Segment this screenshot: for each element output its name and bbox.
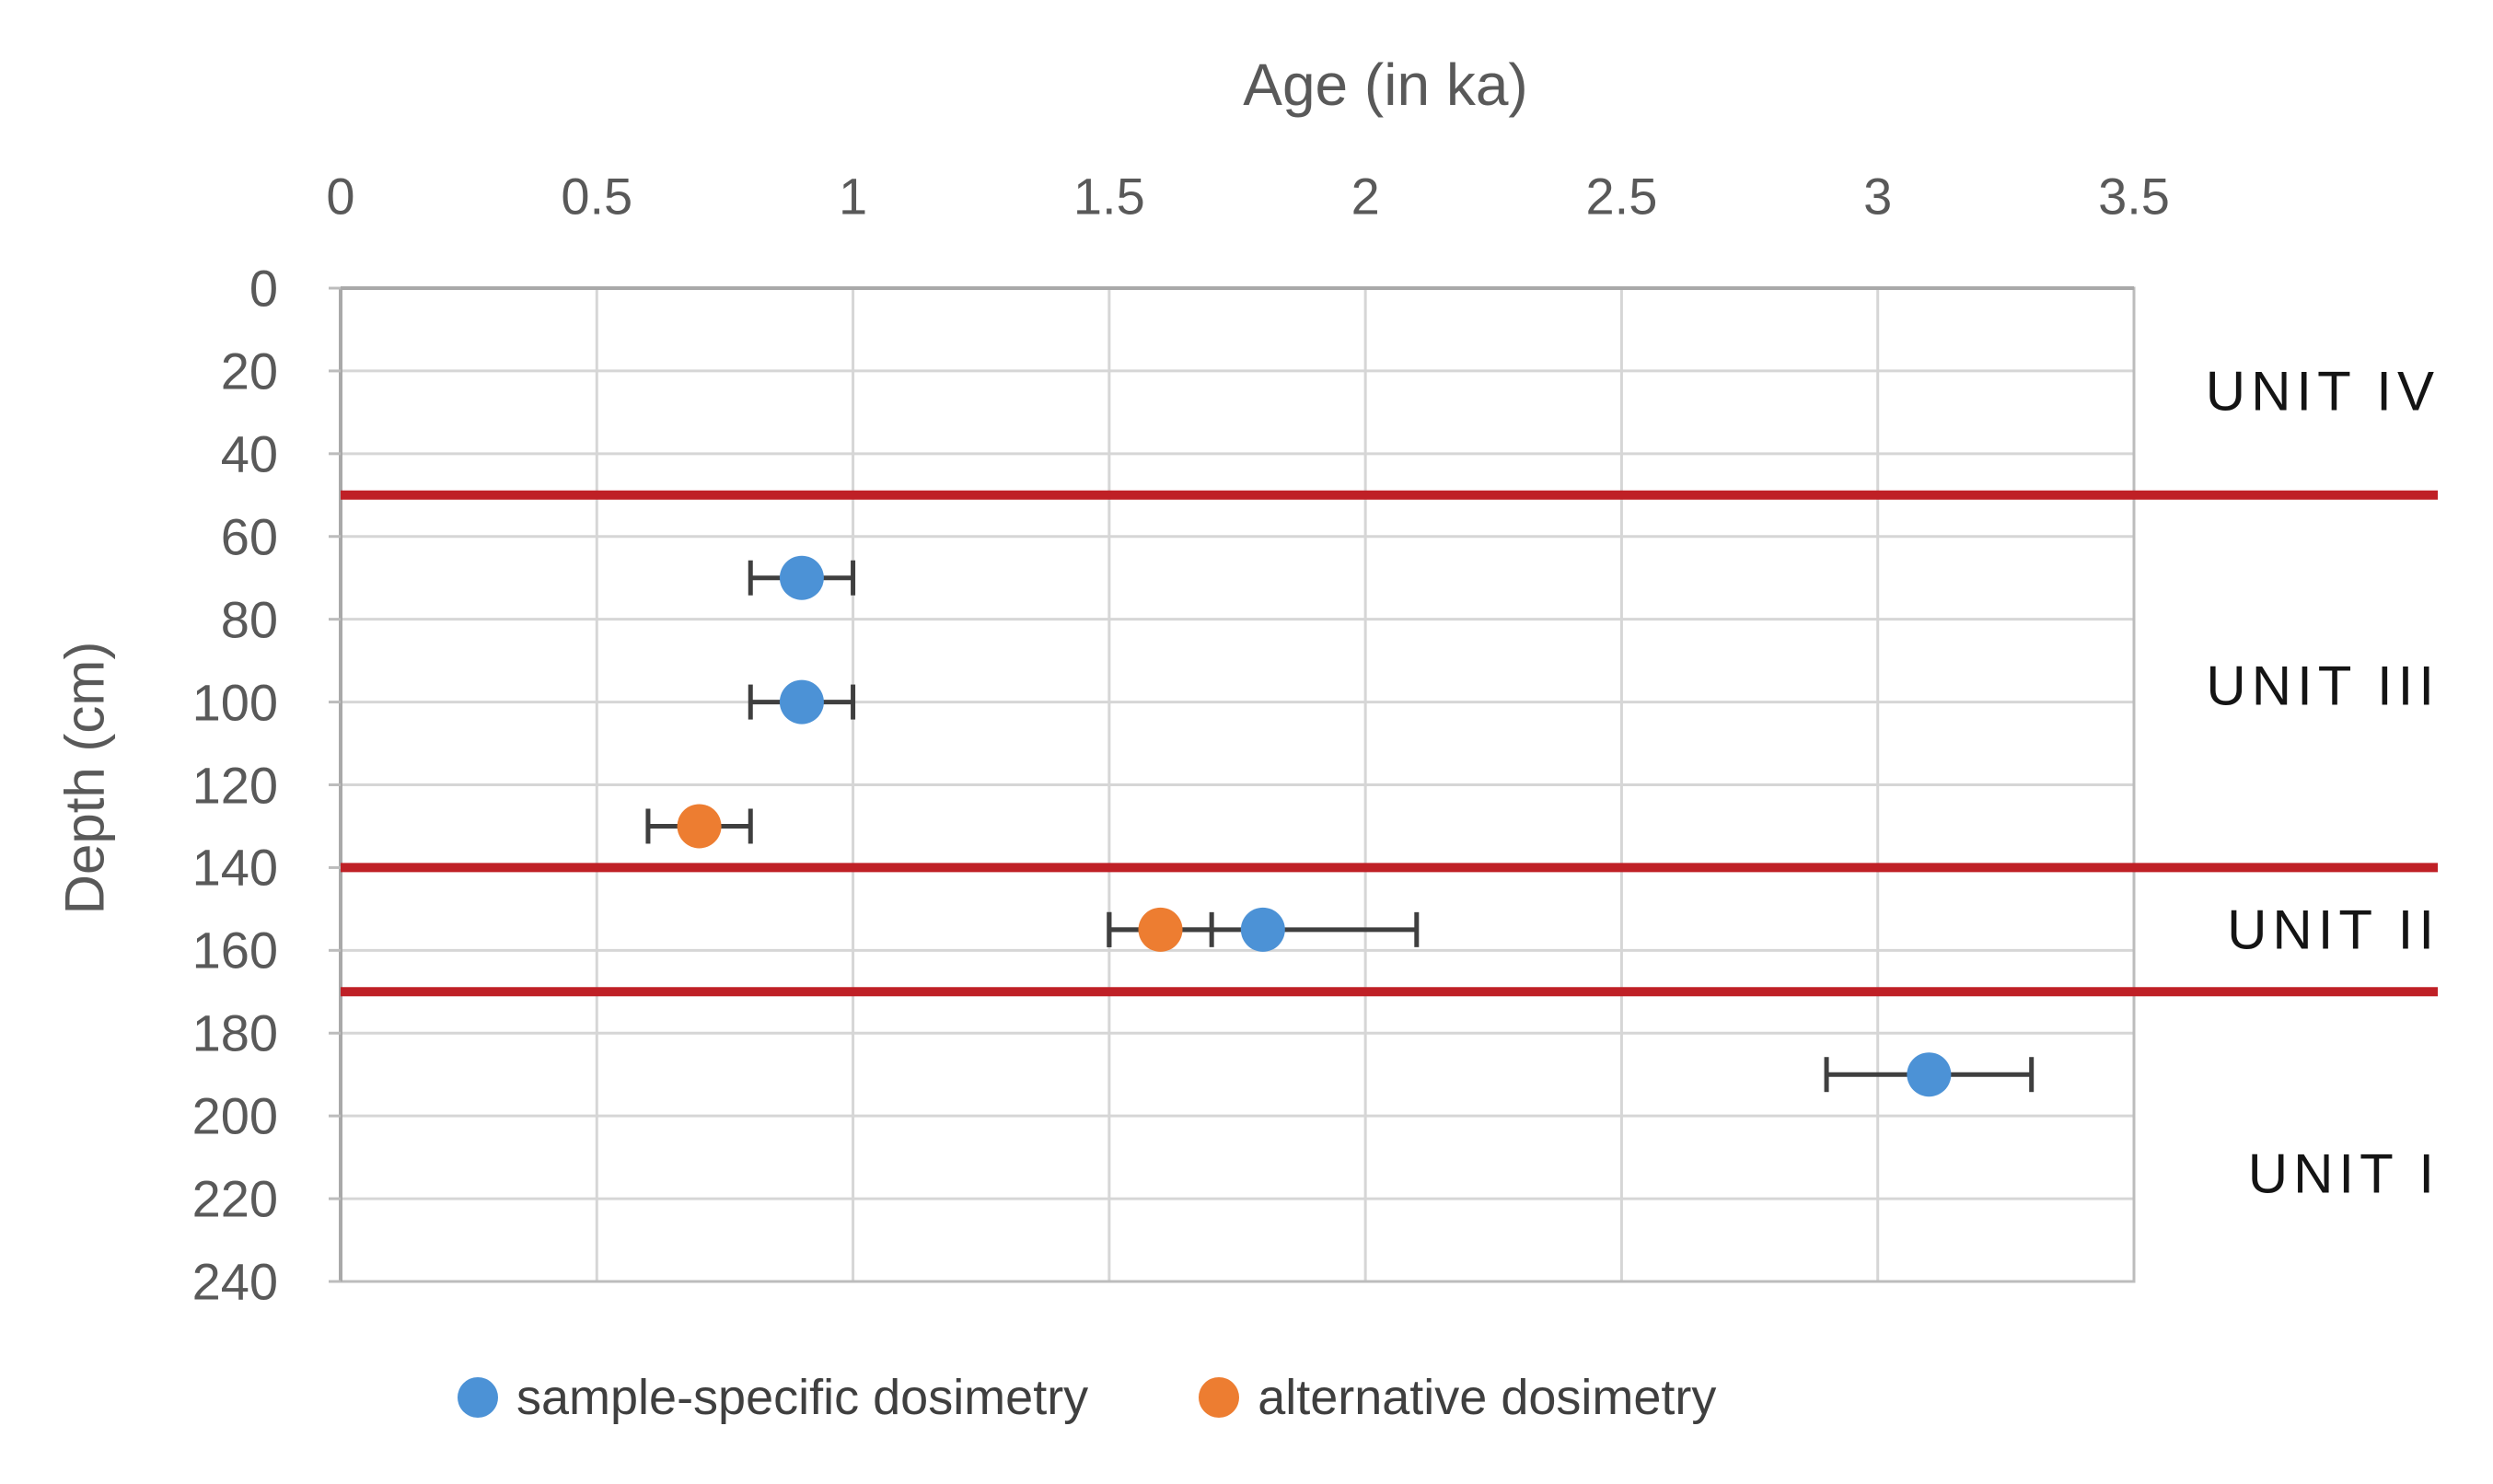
legend-marker-blue-icon <box>458 1377 498 1418</box>
x-tick-label: 0.5 <box>561 167 633 226</box>
legend-item-alternative: alternative dosimetry <box>1199 1369 1716 1426</box>
data-point-marker <box>677 804 722 849</box>
y-tick-label: 140 <box>191 838 278 897</box>
unit-label: UNIT II <box>2227 899 2440 961</box>
y-tick-label: 180 <box>191 1003 278 1062</box>
y-tick-label: 120 <box>191 756 278 814</box>
data-point-marker <box>1240 907 1285 952</box>
x-axis-title: Age (in ka) <box>1243 52 1528 118</box>
y-tick-label: 240 <box>191 1252 278 1311</box>
x-tick-label: 0 <box>326 167 355 226</box>
y-tick-label: 40 <box>220 424 278 483</box>
y-tick-label: 160 <box>191 921 278 980</box>
legend-marker-orange-icon <box>1199 1377 1240 1418</box>
y-tick-label: 0 <box>249 259 278 318</box>
data-point-marker <box>1138 907 1183 952</box>
data-point-marker <box>1907 1052 1952 1097</box>
chart-legend: sample-specific dosimetry alternative do… <box>458 1369 1716 1426</box>
unit-label: UNIT IV <box>2205 360 2440 423</box>
legend-item-sample-specific: sample-specific dosimetry <box>458 1369 1088 1426</box>
x-tick-label: 1 <box>838 167 868 226</box>
x-tick-label: 3.5 <box>2098 167 2170 226</box>
data-point-marker <box>779 679 824 725</box>
x-tick-label: 2.5 <box>1585 167 1658 226</box>
y-tick-label: 20 <box>220 342 278 400</box>
y-tick-label: 80 <box>220 590 278 649</box>
x-tick-label: 3 <box>1863 167 1893 226</box>
y-axis-title: Depth (cm) <box>53 641 116 915</box>
legend-label-sample-specific: sample-specific dosimetry <box>516 1370 1089 1425</box>
y-tick-label: 100 <box>191 673 278 732</box>
data-point-marker <box>779 555 824 600</box>
unit-label: UNIT I <box>2247 1142 2440 1205</box>
y-tick-label: 200 <box>191 1086 278 1145</box>
unit-label: UNIT III <box>2206 655 2440 717</box>
x-tick-label: 1.5 <box>1073 167 1145 226</box>
legend-label-alternative: alternative dosimetry <box>1258 1370 1717 1425</box>
y-tick-label: 60 <box>220 507 278 566</box>
x-tick-label: 2 <box>1351 167 1380 226</box>
y-tick-label: 220 <box>191 1169 278 1228</box>
